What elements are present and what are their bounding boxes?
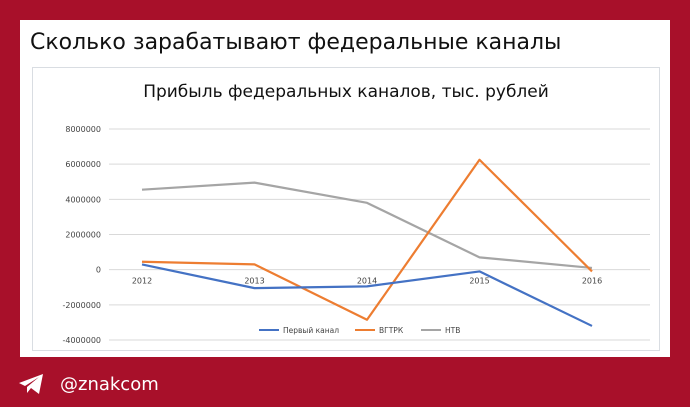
x-tick-label: 2016 [582, 277, 602, 286]
legend-label: НТВ [445, 326, 460, 335]
legend-label: Первый канал [283, 326, 339, 335]
x-tick-label: 2012 [132, 277, 152, 286]
content-card: Сколько зарабатывают федеральные каналы … [20, 20, 670, 357]
channel-handle[interactable]: @znakcom [60, 373, 159, 395]
y-tick-label: 0 [96, 266, 101, 275]
y-tick-label: 4000000 [65, 195, 101, 204]
x-tick-label: 2014 [357, 277, 377, 286]
series-line-2 [141, 158, 593, 321]
y-tick-label: 6000000 [65, 160, 101, 169]
telegram-icon[interactable] [18, 373, 44, 395]
legend-label: ВГТРК [379, 326, 404, 335]
line-chart: Прибыль федеральных каналов, тыс. рублей… [62, 82, 650, 345]
page-headline: Сколько зарабатывают федеральные каналы [30, 30, 562, 55]
y-tick-label: -4000000 [62, 336, 101, 345]
series-line-3 [141, 181, 593, 270]
y-tick-label: 2000000 [65, 231, 101, 240]
x-tick-label: 2015 [469, 277, 489, 286]
chart-frame: Прибыль федеральных каналов, тыс. рублей… [32, 67, 660, 351]
footer: @znakcom [18, 370, 159, 398]
chart-title: Прибыль федеральных каналов, тыс. рублей [143, 82, 549, 102]
y-tick-label: -2000000 [62, 301, 101, 310]
y-tick-label: 8000000 [65, 125, 101, 134]
series-line-1 [141, 263, 593, 327]
x-tick-label: 2013 [244, 277, 264, 286]
